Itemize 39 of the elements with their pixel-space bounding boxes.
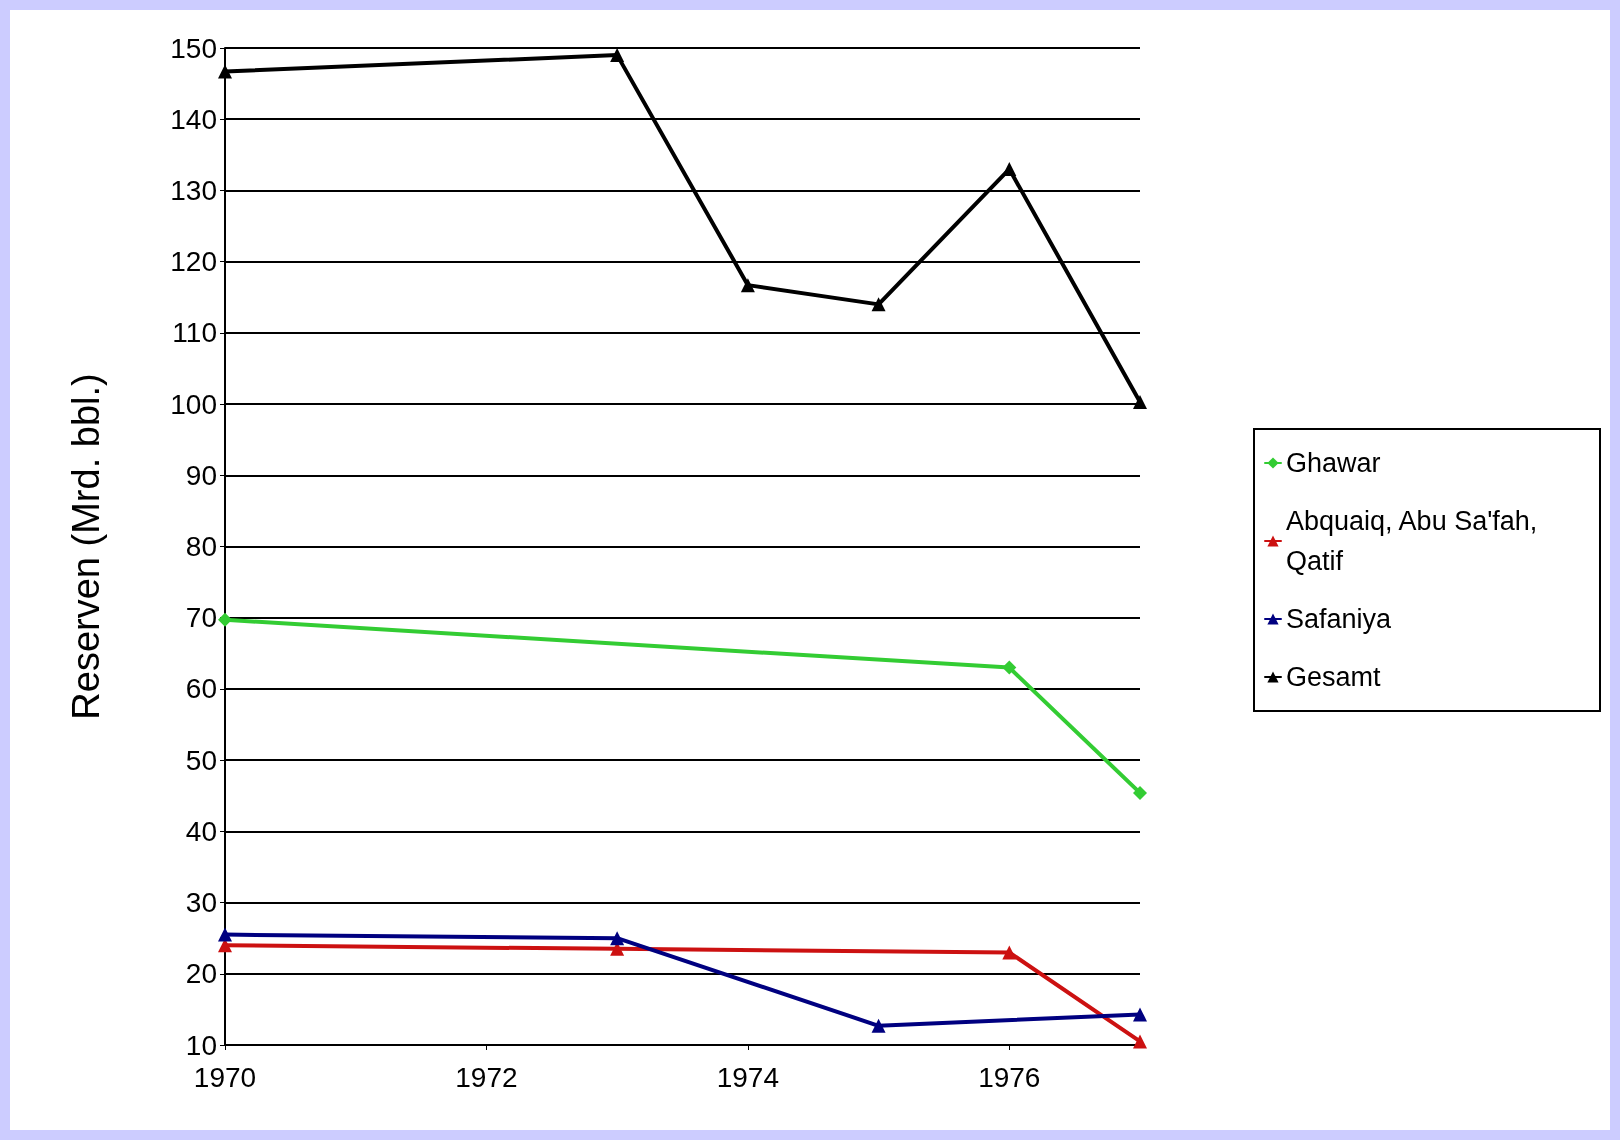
y-tick-label: 150 <box>170 32 217 64</box>
legend-label: Safaniya <box>1286 604 1393 634</box>
point <box>1133 394 1147 409</box>
y-tick-label: 60 <box>185 673 217 705</box>
point <box>610 931 625 946</box>
y-tick-label: 20 <box>185 958 217 990</box>
y-axis-title: Reserven (Mrd. bbl.) <box>65 373 107 720</box>
y-tick-label: 50 <box>185 744 217 776</box>
y-tick-label: 70 <box>185 602 217 634</box>
point <box>1002 945 1017 960</box>
point <box>610 48 625 63</box>
point <box>1133 1007 1147 1022</box>
x-tick-label: 1970 <box>193 1061 257 1093</box>
point <box>740 278 755 293</box>
point <box>871 297 886 312</box>
legend-label: Gesamt <box>1286 662 1382 692</box>
x-tick-label: 1972 <box>455 1061 518 1093</box>
y-tick-label: 10 <box>185 1029 217 1061</box>
point <box>1133 785 1147 800</box>
y-tick-label: 90 <box>185 459 217 491</box>
point <box>218 927 232 942</box>
point <box>1002 162 1017 177</box>
point <box>871 1018 886 1033</box>
legend-label: Ghawar <box>1286 448 1381 478</box>
y-tick-label: 140 <box>170 103 217 135</box>
y-tick-label: 110 <box>172 317 217 349</box>
point <box>218 64 232 79</box>
x-tick-label: 1976 <box>978 1061 1041 1093</box>
point <box>1133 1034 1147 1049</box>
y-tick-label: 120 <box>170 246 217 278</box>
y-tick-label: 100 <box>170 388 217 420</box>
point <box>218 612 232 627</box>
y-tick-label: 40 <box>185 815 217 847</box>
y-tick-label: 80 <box>185 531 217 562</box>
legend-label: Abquaiq, Abu Sa'fah, Qatif <box>1286 506 1545 576</box>
point <box>1002 660 1017 675</box>
y-tick-label: 30 <box>185 887 217 919</box>
y-tick-label: 130 <box>170 174 217 206</box>
x-tick-label: 1974 <box>716 1061 780 1093</box>
